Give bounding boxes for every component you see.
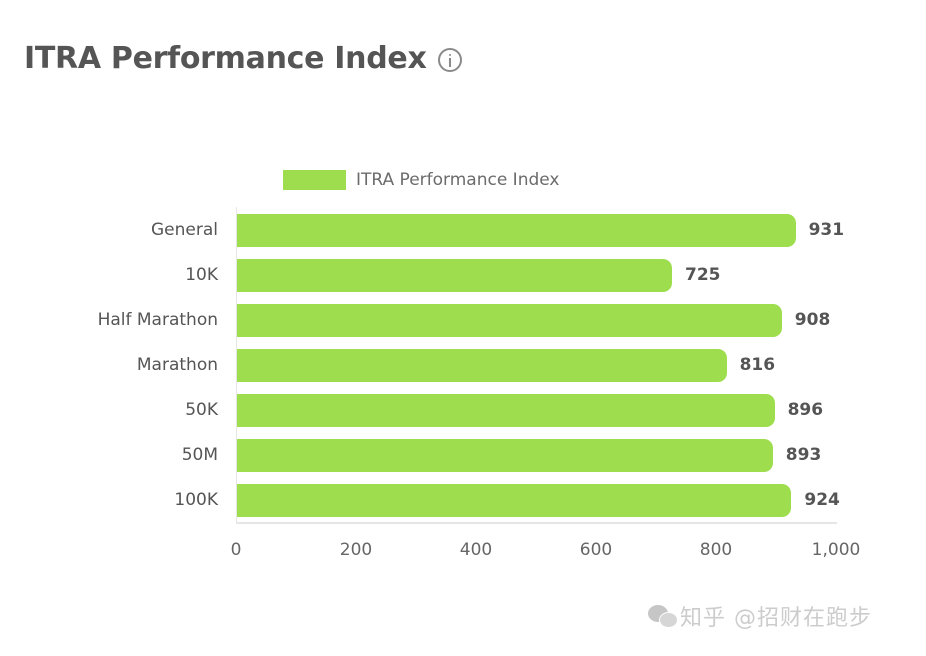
bar[interactable] (237, 484, 792, 517)
chart-title: ITRA Performance Index (24, 40, 427, 76)
bar-row-marathon: Marathon 816 (137, 349, 836, 382)
chart-header: ITRA Performance Index (24, 38, 462, 78)
category-label: General (151, 220, 218, 240)
wechat-icon (648, 603, 678, 629)
bar-value-label: 893 (785, 445, 822, 465)
legend-swatch (283, 170, 346, 190)
bar-value-label: 908 (794, 310, 831, 330)
y-axis-line (236, 207, 237, 523)
x-tick-label: 400 (459, 540, 493, 560)
bar[interactable] (237, 439, 773, 472)
bar-row-100k: 100K 924 (174, 484, 840, 517)
category-label: 100K (174, 490, 218, 510)
x-tick-label: 800 (699, 540, 733, 560)
x-tick-label: 1,000 (811, 540, 861, 560)
watermark-text: 知乎 @招财在跑步 (680, 606, 872, 631)
watermark: 知乎 @招财在跑步 (648, 600, 872, 632)
bar-row-10k: 10K 725 (185, 259, 836, 292)
bar-row-general: General 931 (151, 214, 844, 247)
category-label: 50M (181, 445, 218, 465)
legend-item[interactable]: ITRA Performance Index (283, 170, 560, 190)
bar-value-label: 816 (739, 355, 776, 375)
bar[interactable] (237, 394, 775, 427)
bar-value-label: 924 (804, 490, 840, 510)
bar[interactable] (237, 214, 796, 247)
x-tick-label: 600 (579, 540, 613, 560)
x-tick-label: 200 (339, 540, 373, 560)
category-label: Half Marathon (97, 310, 218, 330)
bar-row-half-marathon: Half Marathon 908 (98, 304, 836, 337)
x-axis-line (236, 522, 837, 524)
x-tick-label: 0 (230, 540, 242, 560)
bar-value-label: 896 (787, 400, 824, 420)
bar-chart-plot: General 931 10K 725 Half Marathon 908 Ma… (98, 207, 860, 560)
info-icon[interactable] (437, 48, 462, 72)
bar-row-50k: 50K 896 (185, 394, 836, 427)
category-label: 10K (185, 265, 218, 285)
category-label: Marathon (136, 355, 218, 375)
bar-row-50m: 50M 893 (182, 439, 836, 472)
legend-label: ITRA Performance Index (356, 170, 560, 190)
bar[interactable] (237, 259, 672, 292)
bar[interactable] (237, 349, 727, 382)
bar-value-label: 725 (685, 265, 721, 285)
bar-value-label: 931 (808, 220, 845, 240)
category-label: 50K (185, 400, 218, 420)
bar[interactable] (237, 304, 782, 337)
